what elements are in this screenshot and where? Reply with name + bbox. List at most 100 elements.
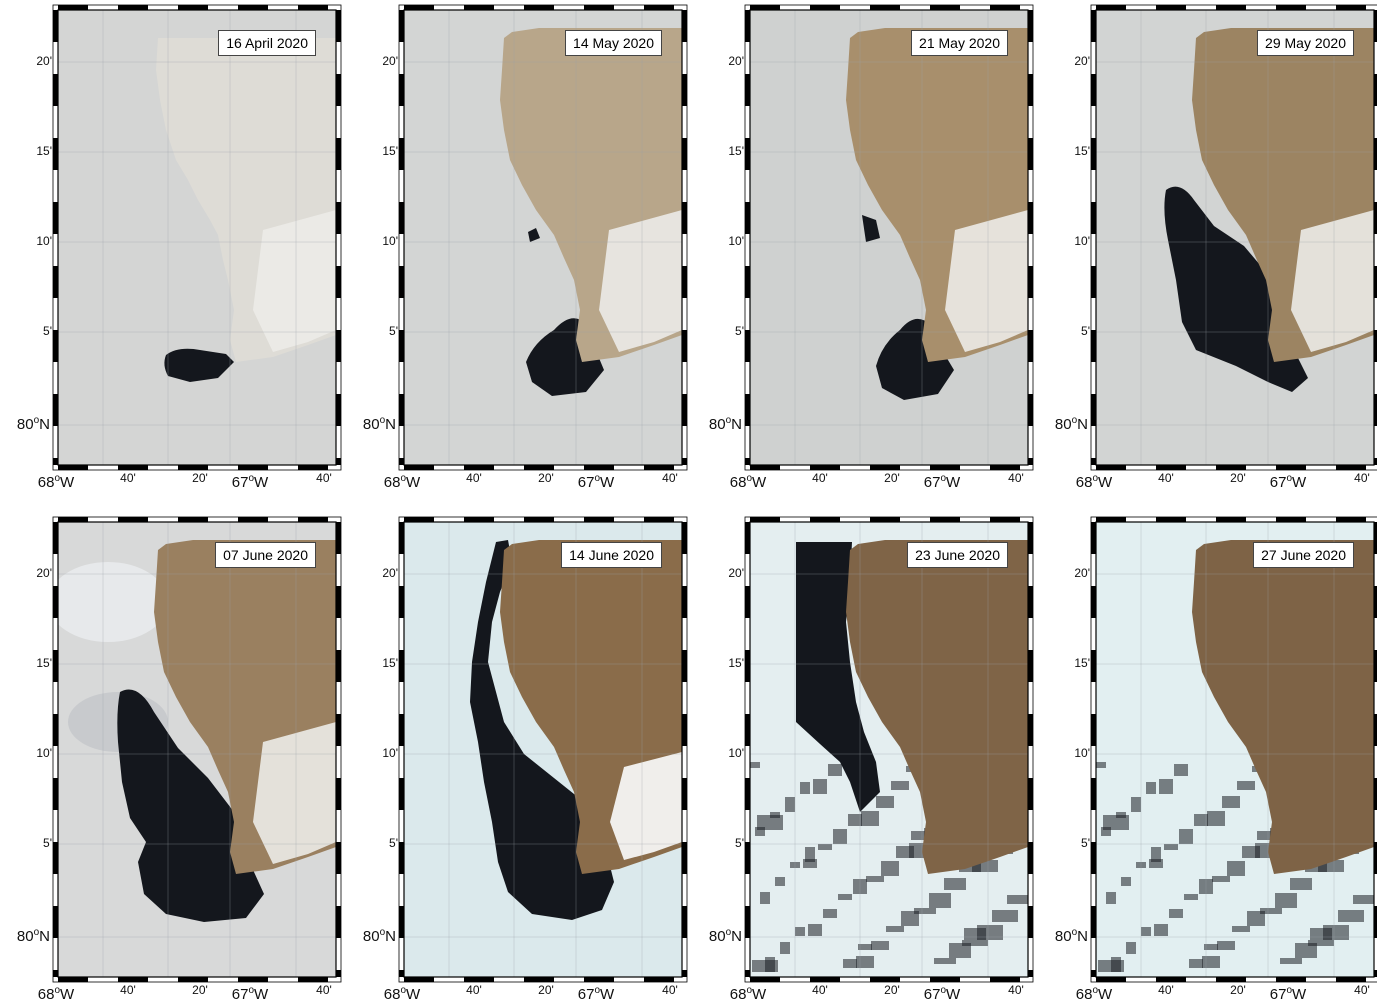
lat-main-label: 80oN — [362, 927, 396, 945]
lat-main-label: 80oN — [708, 927, 742, 945]
lon-tick-label: 40' — [316, 471, 332, 485]
map-frame — [744, 4, 1034, 471]
lat-tick-label: 20' — [1074, 54, 1090, 68]
map-frame — [1090, 516, 1377, 983]
lat-tick-label: 15' — [1074, 144, 1090, 158]
lat-tick-label: 5' — [389, 836, 398, 850]
lon-tick-label: 20' — [538, 471, 554, 485]
lat-tick-label: 20' — [382, 54, 398, 68]
lat-tick-label: 15' — [728, 144, 744, 158]
map-frame — [398, 4, 688, 471]
lat-tick-label: 15' — [36, 656, 52, 670]
lat-tick-label: 15' — [382, 144, 398, 158]
lat-main-label: 80oN — [16, 927, 50, 945]
lon-tick-label: 40' — [316, 983, 332, 997]
lat-tick-label: 10' — [1074, 234, 1090, 248]
lon-tick-label: 40' — [1008, 983, 1024, 997]
date-label: 21 May 2020 — [911, 30, 1008, 56]
lon-mid-label: 67oW — [231, 473, 269, 491]
lat-tick-label: 5' — [1081, 836, 1090, 850]
lat-tick-label: 20' — [36, 54, 52, 68]
lon-tick-label: 20' — [884, 471, 900, 485]
lon-tick-label: 20' — [538, 983, 554, 997]
map-frame — [52, 516, 342, 983]
lat-tick-label: 5' — [389, 324, 398, 338]
lat-tick-label: 20' — [382, 566, 398, 580]
lon-tick-label: 40' — [1354, 471, 1370, 485]
open-water — [164, 348, 234, 382]
lon-tick-label: 20' — [192, 471, 208, 485]
lat-tick-label: 10' — [728, 234, 744, 248]
lat-tick-label: 5' — [1081, 324, 1090, 338]
lon-mid-label: 67oW — [923, 985, 961, 1003]
lat-main-label: 80oN — [362, 415, 396, 433]
map-border — [1090, 516, 1377, 983]
lat-tick-label: 10' — [36, 234, 52, 248]
lon-tick-label: 40' — [1158, 983, 1174, 997]
lon-left-label: 68oW — [37, 473, 75, 491]
lon-mid-label: 67oW — [1269, 473, 1307, 491]
lat-tick-label: 20' — [36, 566, 52, 580]
date-label: 14 June 2020 — [561, 542, 662, 568]
lat-tick-label: 15' — [36, 144, 52, 158]
lat-tick-label: 10' — [36, 746, 52, 760]
date-label: 29 May 2020 — [1257, 30, 1354, 56]
lat-main-label: 80oN — [1054, 415, 1088, 433]
map-frame — [744, 516, 1034, 983]
lat-tick-label: 20' — [728, 566, 744, 580]
lon-tick-label: 40' — [1158, 471, 1174, 485]
lon-mid-label: 67oW — [1269, 985, 1307, 1003]
lat-tick-label: 15' — [1074, 656, 1090, 670]
lat-main-label: 80oN — [1054, 927, 1088, 945]
lat-tick-label: 5' — [735, 836, 744, 850]
map-panel-8: 27 June 2020 20' 15' 10' 5' 80oN 68oW 67oW 40' 20… — [1055, 516, 1377, 1003]
lon-tick-label: 40' — [1008, 471, 1024, 485]
lon-left-label: 68oW — [37, 985, 75, 1003]
lon-left-label: 68oW — [1075, 473, 1113, 491]
lat-main-label: 80oN — [708, 415, 742, 433]
open-water — [862, 215, 880, 242]
lon-left-label: 68oW — [383, 473, 421, 491]
land — [1192, 540, 1374, 874]
map-border — [52, 516, 342, 983]
lon-tick-label: 40' — [466, 471, 482, 485]
map-panel-6: 14 June 2020 20' 15' 10' 5' 80oN 68oW 67oW 40' 20… — [363, 516, 694, 1003]
lon-tick-label: 20' — [1230, 983, 1246, 997]
lat-tick-label: 15' — [728, 656, 744, 670]
lat-tick-label: 10' — [1074, 746, 1090, 760]
lon-tick-label: 40' — [812, 471, 828, 485]
lat-main-label: 80oN — [16, 415, 50, 433]
lat-tick-label: 5' — [735, 324, 744, 338]
lat-tick-label: 10' — [382, 746, 398, 760]
lon-tick-label: 40' — [466, 983, 482, 997]
map-panel-7: 23 June 2020 20' 15' 10' 5' 80oN 68oW 67oW 40' 20… — [709, 516, 1040, 1003]
map-frame — [52, 4, 342, 471]
map-frame — [1090, 4, 1377, 471]
lon-left-label: 68oW — [383, 985, 421, 1003]
date-label: 23 June 2020 — [907, 542, 1008, 568]
lon-mid-label: 67oW — [923, 473, 961, 491]
land — [846, 540, 1028, 874]
lon-tick-label: 20' — [192, 983, 208, 997]
lat-tick-label: 5' — [43, 836, 52, 850]
lon-left-label: 68oW — [1075, 985, 1113, 1003]
map-border — [744, 4, 1034, 471]
date-label: 07 June 2020 — [215, 542, 316, 568]
lon-tick-label: 40' — [1354, 983, 1370, 997]
map-panel-4: 29 May 2020 20' 15' 10' 5' 80oN 68oW 67oW 40' 20'… — [1055, 4, 1377, 491]
lat-tick-label: 20' — [1074, 566, 1090, 580]
map-border — [52, 4, 342, 471]
open-water — [796, 542, 880, 812]
lat-tick-label: 10' — [728, 746, 744, 760]
lon-tick-label: 40' — [812, 983, 828, 997]
lon-mid-label: 67oW — [577, 473, 615, 491]
date-label: 16 April 2020 — [218, 30, 316, 56]
map-panel-3: 21 May 2020 20' 15' 10' 5' 80oN 68oW 67oW 40' 20'… — [709, 4, 1040, 491]
lon-tick-label: 40' — [662, 983, 678, 997]
map-border — [744, 516, 1034, 983]
lon-tick-label: 40' — [120, 983, 136, 997]
open-water — [470, 540, 614, 920]
lon-left-label: 68oW — [729, 473, 767, 491]
date-label: 27 June 2020 — [1253, 542, 1354, 568]
map-panel-5: 07 June 2020 20' 15' 10' 5' 80oN 68oW 67oW 40' 20… — [17, 516, 348, 1003]
